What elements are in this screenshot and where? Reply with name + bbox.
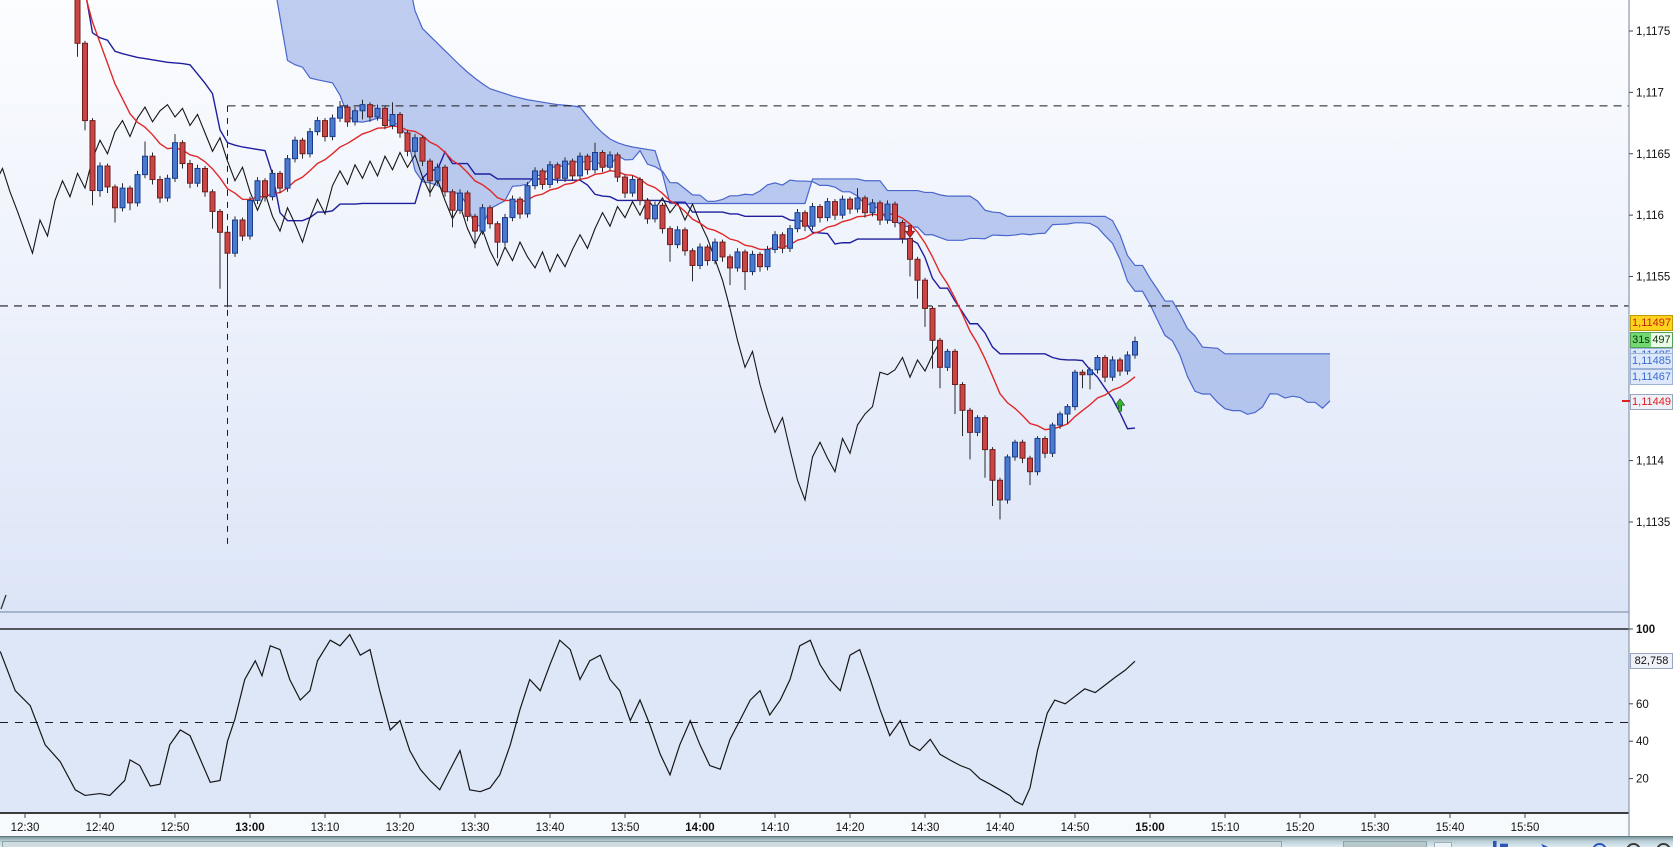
- oscillator-panel: [0, 612, 1629, 813]
- time-tick-label: 15:20: [1286, 822, 1315, 834]
- kijun-line: [86, 0, 1136, 430]
- price-tick-label: 1,1135: [1636, 517, 1670, 529]
- chikou-line: [0, 103, 941, 502]
- ichimoku-cloud: [277, 0, 1330, 415]
- osc-tick-label: 20: [1636, 774, 1649, 786]
- kijun-price-tag: 1,11485: [1630, 353, 1673, 369]
- countdown-price-label: 497: [1652, 334, 1671, 346]
- toolbar-button[interactable]: [1434, 842, 1452, 847]
- buy-arrow: [1114, 398, 1126, 412]
- price-tick-label: 1,1155: [1636, 272, 1670, 284]
- oscillator-plot[interactable]: [0, 628, 1629, 806]
- toolbar-inset-box[interactable]: [1343, 841, 1427, 847]
- time-tick-label: 15:40: [1436, 822, 1465, 834]
- sell-arrow: [904, 224, 916, 239]
- ema-price-tag: 1,11449: [1630, 394, 1673, 410]
- axis-margin: [1629, 0, 1673, 836]
- cursor-arrow-icon[interactable]: ➤: [1540, 842, 1548, 847]
- time-tick-label: 13:10: [311, 822, 340, 834]
- toolbar-scroll-groove[interactable]: [2, 841, 1282, 847]
- main-plot[interactable]: [0, 0, 1629, 610]
- slash-mark: [0, 594, 7, 610]
- time-tick-label: 13:50: [611, 822, 640, 834]
- time-tick-label: 14:30: [911, 822, 940, 834]
- zoom-in-icon[interactable]: [1592, 843, 1607, 847]
- osc-tick-label: 40: [1636, 736, 1649, 748]
- countdown-timer-label: 31s: [1631, 333, 1651, 347]
- time-tick-label: 15:30: [1361, 822, 1390, 834]
- price-tick-label: 1,114: [1636, 456, 1665, 468]
- candles: [74, 0, 1138, 520]
- zoom-out-icon[interactable]: [1626, 843, 1641, 847]
- price-tick-label: 1,117: [1636, 87, 1664, 99]
- time-tick-label: 13:30: [461, 822, 490, 834]
- osc-tick-label: 60: [1636, 699, 1649, 711]
- time-tick-label: 15:10: [1211, 822, 1240, 834]
- price-tick-label: 1,116: [1636, 210, 1664, 222]
- time-tick-label: 14:10: [761, 822, 790, 834]
- chart-icon[interactable]: ▌▆▂: [1493, 842, 1515, 847]
- time-tick-label: 13:00: [235, 822, 264, 834]
- time-tick-label: 12:40: [86, 822, 115, 834]
- time-tick-label: 13:40: [536, 822, 565, 834]
- time-tick-label: 15:50: [1511, 822, 1540, 834]
- time-tick-label: 14:00: [685, 822, 714, 834]
- time-tick-label: 13:20: [386, 822, 415, 834]
- oscillator-line: [0, 633, 1136, 806]
- time-axis[interactable]: 12:30 12:40 12:50 13:00 13:10 13:20 13:30 13:40…: [11, 813, 1540, 834]
- oscillator-value-tag: 82,758: [1630, 653, 1673, 669]
- time-tick-label: 12:50: [161, 822, 190, 834]
- time-tick-label: 12:30: [11, 822, 40, 834]
- price-tick-label: 1,1165: [1636, 149, 1670, 161]
- price-axis[interactable]: 1,1175 1,117 1,1165 1,116 1,1155 1,114 1,1135 1…: [1629, 26, 1670, 786]
- time-tick-label: 14:20: [836, 822, 865, 834]
- time-tick-label: 14:40: [986, 822, 1015, 834]
- osc-tick-label: 100: [1636, 624, 1655, 636]
- senkou-b-line: [412, 0, 1330, 355]
- bottom-toolbar: ▌▆▂ ➤: [0, 836, 1673, 847]
- search-icon[interactable]: [1656, 843, 1671, 847]
- time-tick-label: 15:00: [1135, 822, 1164, 834]
- bar-countdown-tag: 31s 497: [1630, 332, 1673, 348]
- senkou-price-tag: 1,11467: [1630, 369, 1673, 385]
- ema-tag-tick: [1622, 400, 1630, 402]
- current-price-tag: 1,11497: [1630, 315, 1673, 331]
- price-tick-label: 1,1175: [1636, 26, 1670, 38]
- time-axis-strip: [0, 813, 1629, 836]
- time-tick-label: 14:50: [1061, 822, 1090, 834]
